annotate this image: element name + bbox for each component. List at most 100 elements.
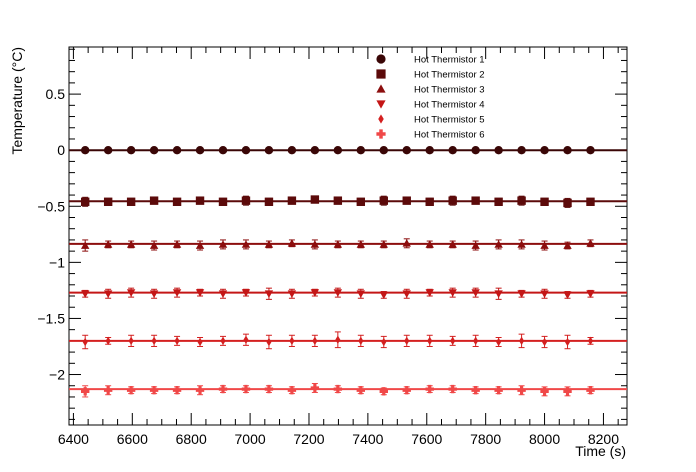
marker-circle	[402, 145, 411, 155]
marker-circle	[333, 145, 343, 155]
marker-cross	[356, 386, 366, 395]
marker-cross	[287, 386, 297, 395]
marker-triangle-down	[379, 291, 388, 300]
legend: Hot Thermistor 1 Hot Thermistor 2 Hot Ther…	[376, 54, 485, 141]
marker-diamond	[427, 336, 433, 346]
marker-triangle-down	[103, 290, 113, 298]
marker-triangle-down	[517, 290, 526, 298]
marker-circle	[517, 145, 526, 155]
marker-triangle-up	[517, 240, 526, 248]
x-tick-label: 7000	[235, 431, 266, 447]
marker-square	[218, 197, 228, 206]
marker-cross	[379, 387, 388, 396]
x-axis-title: Time (s)	[575, 443, 626, 459]
marker-circle	[103, 145, 113, 155]
marker-triangle-down	[471, 289, 480, 297]
marker-triangle-down	[333, 289, 343, 297]
marker-circle	[586, 145, 595, 155]
x-tick-label: 6600	[117, 431, 148, 447]
marker-diamond	[312, 336, 318, 346]
marker-triangle-down	[218, 290, 228, 298]
marker-diamond	[243, 335, 249, 344]
y-tick-label: −0.5	[37, 198, 65, 214]
marker-cross	[103, 386, 113, 395]
marker-diamond	[197, 337, 203, 347]
marker-diamond	[128, 336, 134, 346]
marker-diamond	[378, 114, 384, 124]
marker-triangle-up	[379, 240, 388, 248]
marker-triangle-down	[287, 290, 297, 298]
marker-cross	[333, 384, 343, 394]
marker-diamond	[358, 336, 364, 346]
marker-cross	[218, 384, 228, 394]
marker-square	[264, 197, 274, 206]
marker-diamond	[450, 336, 456, 346]
x-tick-label: 6400	[58, 431, 89, 447]
marker-triangle-up	[172, 240, 182, 248]
marker-cross	[241, 384, 251, 394]
x-tick-label: 8200	[588, 431, 619, 447]
marker-square	[586, 197, 595, 206]
marker-cross	[402, 386, 411, 395]
marker-circle	[264, 145, 274, 155]
marker-triangle-down	[356, 290, 366, 298]
marker-triangle-up	[310, 240, 320, 248]
marker-square	[376, 69, 386, 79]
marker-circle	[195, 145, 205, 155]
marker-triangle-down	[241, 289, 251, 297]
marker-diamond	[289, 336, 295, 346]
y-tick-label: −2	[49, 367, 65, 383]
x-tick-label: 7400	[352, 431, 383, 447]
plot-frame	[68, 46, 628, 426]
marker-triangle-up	[376, 84, 386, 93]
marker-circle	[149, 145, 159, 155]
marker-triangle-down	[195, 289, 205, 297]
marker-square	[195, 196, 205, 205]
marker-square	[471, 196, 480, 205]
marker-diamond	[151, 336, 157, 346]
legend-label: Hot Thermistor 2	[414, 70, 485, 81]
marker-square	[126, 197, 136, 206]
marker-cross	[80, 387, 90, 396]
marker-triangle-up	[195, 241, 205, 249]
marker-triangle-down	[563, 291, 572, 300]
marker-circle	[172, 145, 182, 155]
marker-square	[287, 196, 297, 205]
marker-triangle-up	[264, 240, 274, 248]
marker-square	[310, 195, 320, 204]
marker-triangle-up	[448, 240, 457, 248]
marker-circle	[80, 145, 90, 155]
marker-triangle-down	[149, 290, 159, 298]
marker-triangle-up	[241, 240, 251, 248]
y-tick-label: 0.5	[46, 86, 66, 102]
marker-diamond	[82, 337, 88, 347]
marker-square	[149, 196, 159, 205]
marker-triangle-down	[494, 290, 503, 298]
marker-circle	[126, 145, 136, 155]
marker-triangle-down	[586, 290, 595, 298]
marker-triangle-down	[264, 290, 274, 298]
marker-triangle-up	[586, 239, 595, 247]
marker-square	[172, 197, 182, 206]
marker-circle	[356, 145, 366, 155]
marker-circle	[241, 145, 251, 155]
legend-label: Hot Thermistor 6	[414, 130, 485, 141]
marker-cross	[149, 386, 159, 395]
marker-cross	[563, 387, 572, 396]
marker-diamond	[519, 336, 525, 346]
marker-circle	[471, 145, 480, 155]
marker-triangle-down	[402, 290, 411, 298]
x-tick-label: 7800	[470, 431, 501, 447]
marker-cross	[586, 386, 595, 395]
x-tick-label: 8000	[529, 431, 560, 447]
marker-diamond	[335, 335, 341, 344]
marker-triangle-down	[448, 289, 457, 297]
marker-diamond	[404, 336, 410, 346]
marker-triangle-up	[287, 239, 297, 247]
marker-triangle-up	[494, 240, 503, 248]
x-tick-label: 7200	[293, 431, 324, 447]
marker-triangle-down	[172, 289, 182, 297]
marker-triangle-up	[149, 241, 159, 249]
marker-square	[241, 196, 251, 205]
